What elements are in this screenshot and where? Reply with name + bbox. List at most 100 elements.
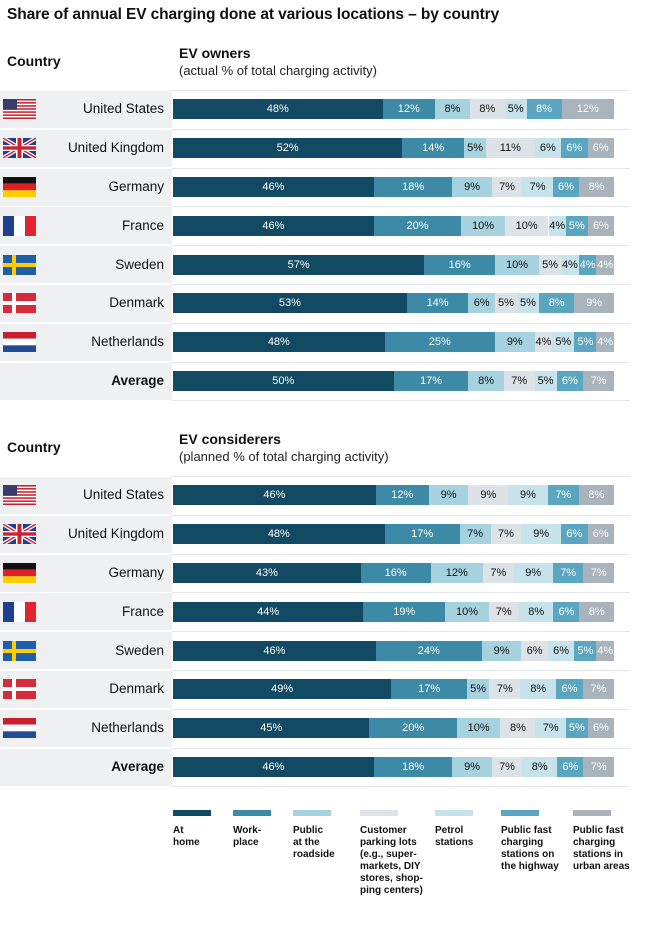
bar-segment-6: 5%	[565, 718, 588, 739]
bar-segment-7: 4%	[596, 332, 614, 353]
country-row-background	[0, 362, 172, 400]
bar-segment-7: 6%	[587, 215, 614, 236]
legend-label: Public fast charging stations in urban area…	[573, 825, 630, 872]
stacked-bar: 53% 14% 6% 5% 5% 8% 9%	[173, 293, 614, 314]
legend-swatch	[573, 810, 611, 816]
bar-segment-5: 7%	[522, 177, 553, 197]
bar-segment-7: 6%	[587, 138, 614, 159]
bar-segment-5: 4%	[548, 215, 566, 236]
legend-label: Work-place	[233, 825, 262, 848]
country-label: Germany	[108, 179, 164, 194]
bar-segment-6: 7%	[547, 485, 579, 506]
stacked-bar: 44% 19% 10% 7% 8% 6% 8%	[173, 601, 614, 622]
bar-segment-6: 6%	[552, 177, 580, 197]
row-separator	[172, 206, 630, 208]
bar-segment-7: 7%	[583, 757, 614, 777]
legend-item: Customer parking lots (e.g., super-markets…	[360, 810, 423, 897]
bar-segment-2: 17%	[384, 524, 460, 545]
bar-segment-2: 12%	[375, 485, 429, 506]
bar-segment-4: 11%	[486, 138, 535, 159]
bar-segment-1: 46%	[173, 485, 376, 506]
country-label: Netherlands	[91, 334, 164, 350]
flag-dk-icon	[3, 679, 36, 700]
bar-segment-3: 10%	[494, 254, 540, 275]
bar-segment-1: 48%	[173, 332, 385, 353]
legend-label: Public at the roadside	[293, 825, 335, 860]
country-column-header: Country	[7, 439, 61, 455]
flag-nl-icon	[3, 718, 36, 739]
bar-segment-2: 19%	[363, 601, 446, 622]
bar-segment-6: 5%	[574, 640, 597, 661]
bar-segment-6: 6%	[556, 371, 584, 391]
bar-segment-1: 52%	[173, 138, 403, 159]
row-separator	[172, 90, 630, 91]
bar-segment-4: 5%	[539, 254, 562, 275]
bar-segment-6: 6%	[553, 601, 580, 622]
bar-segment-6: 5%	[565, 215, 588, 236]
bar-segment-2: 16%	[360, 563, 431, 583]
row-separator	[172, 747, 630, 749]
legend-item: Petrol stations	[435, 810, 473, 849]
bar-segment-5: 8%	[518, 601, 554, 622]
bar-segment-7: 4%	[596, 254, 614, 275]
row-separator	[172, 553, 630, 555]
bar-segment-4: 8%	[500, 718, 536, 739]
bar-segment-4: 7%	[491, 177, 523, 197]
country-label: United Kingdom	[67, 140, 164, 156]
bar-segment-2: 12%	[382, 99, 435, 120]
bar-segment-7: 4%	[596, 640, 614, 661]
stacked-bar: 43% 16% 12% 7% 9% 7% 7%	[173, 563, 614, 583]
legend-item: Public fast charging stations in urban area…	[573, 810, 630, 873]
row-separator	[172, 631, 630, 633]
country-label: Germany	[108, 565, 164, 580]
legend-swatch	[435, 810, 473, 816]
bar-segment-3: 9%	[428, 485, 469, 506]
row-separator	[172, 322, 630, 324]
row-separator	[172, 400, 630, 402]
flag-fr-icon	[3, 601, 36, 622]
stacked-bar: 46% 18% 9% 7% 8% 6% 7%	[173, 757, 614, 777]
bar-segment-1: 53%	[173, 293, 407, 314]
bar-segment-5: 7%	[535, 718, 566, 739]
legend-item: Public at the roadside	[293, 810, 335, 861]
bar-segment-1: 44%	[173, 601, 364, 622]
country-label: Sweden	[115, 256, 164, 272]
bar-segment-2: 17%	[391, 679, 467, 700]
bar-segment-7: 12%	[561, 99, 614, 120]
bar-segment-4: 7%	[503, 371, 535, 391]
bar-segment-3: 6%	[468, 293, 495, 314]
legend-item: At home	[173, 810, 211, 849]
bar-segment-4: 6%	[521, 640, 548, 661]
flag-se-icon	[3, 254, 36, 275]
bar-segment-3: 10%	[456, 718, 501, 739]
bar-segment-7: 6%	[587, 718, 614, 739]
bar-segment-5: 6%	[547, 640, 575, 661]
bar-segment-2: 25%	[384, 332, 495, 353]
country-column-header: Country	[7, 53, 61, 69]
flag-dk-icon	[3, 293, 36, 314]
country-label: Average	[111, 373, 164, 388]
flag-us-icon	[3, 485, 36, 514]
bar-segment-5: 6%	[534, 138, 562, 159]
bar-segment-6: 6%	[557, 757, 584, 777]
bar-segment-6: 8%	[526, 99, 562, 120]
row-separator	[172, 708, 630, 710]
bar-segment-5: 5%	[534, 371, 557, 391]
bar-segment-3: 9%	[452, 177, 492, 197]
bar-segment-7: 7%	[583, 563, 614, 583]
bar-segment-4: 10%	[504, 215, 549, 236]
bar-segment-7: 7%	[583, 371, 614, 391]
bar-segment-1: 48%	[173, 99, 383, 120]
legend-swatch	[501, 810, 539, 816]
bar-segment-3: 9%	[452, 757, 492, 777]
bar-segment-4: 7%	[488, 601, 519, 622]
panel-subheading: (planned % of total charging activity)	[179, 449, 389, 464]
bar-segment-7: 9%	[574, 293, 614, 314]
legend-label: Public fast charging stations on the highwa…	[501, 825, 559, 872]
bar-segment-2: 14%	[402, 138, 465, 159]
row-separator	[172, 670, 630, 671]
bar-segment-1: 46%	[173, 640, 376, 661]
flag-de-icon	[3, 177, 36, 197]
bar-segment-7: 8%	[578, 485, 614, 506]
bar-segment-2: 16%	[424, 254, 495, 275]
